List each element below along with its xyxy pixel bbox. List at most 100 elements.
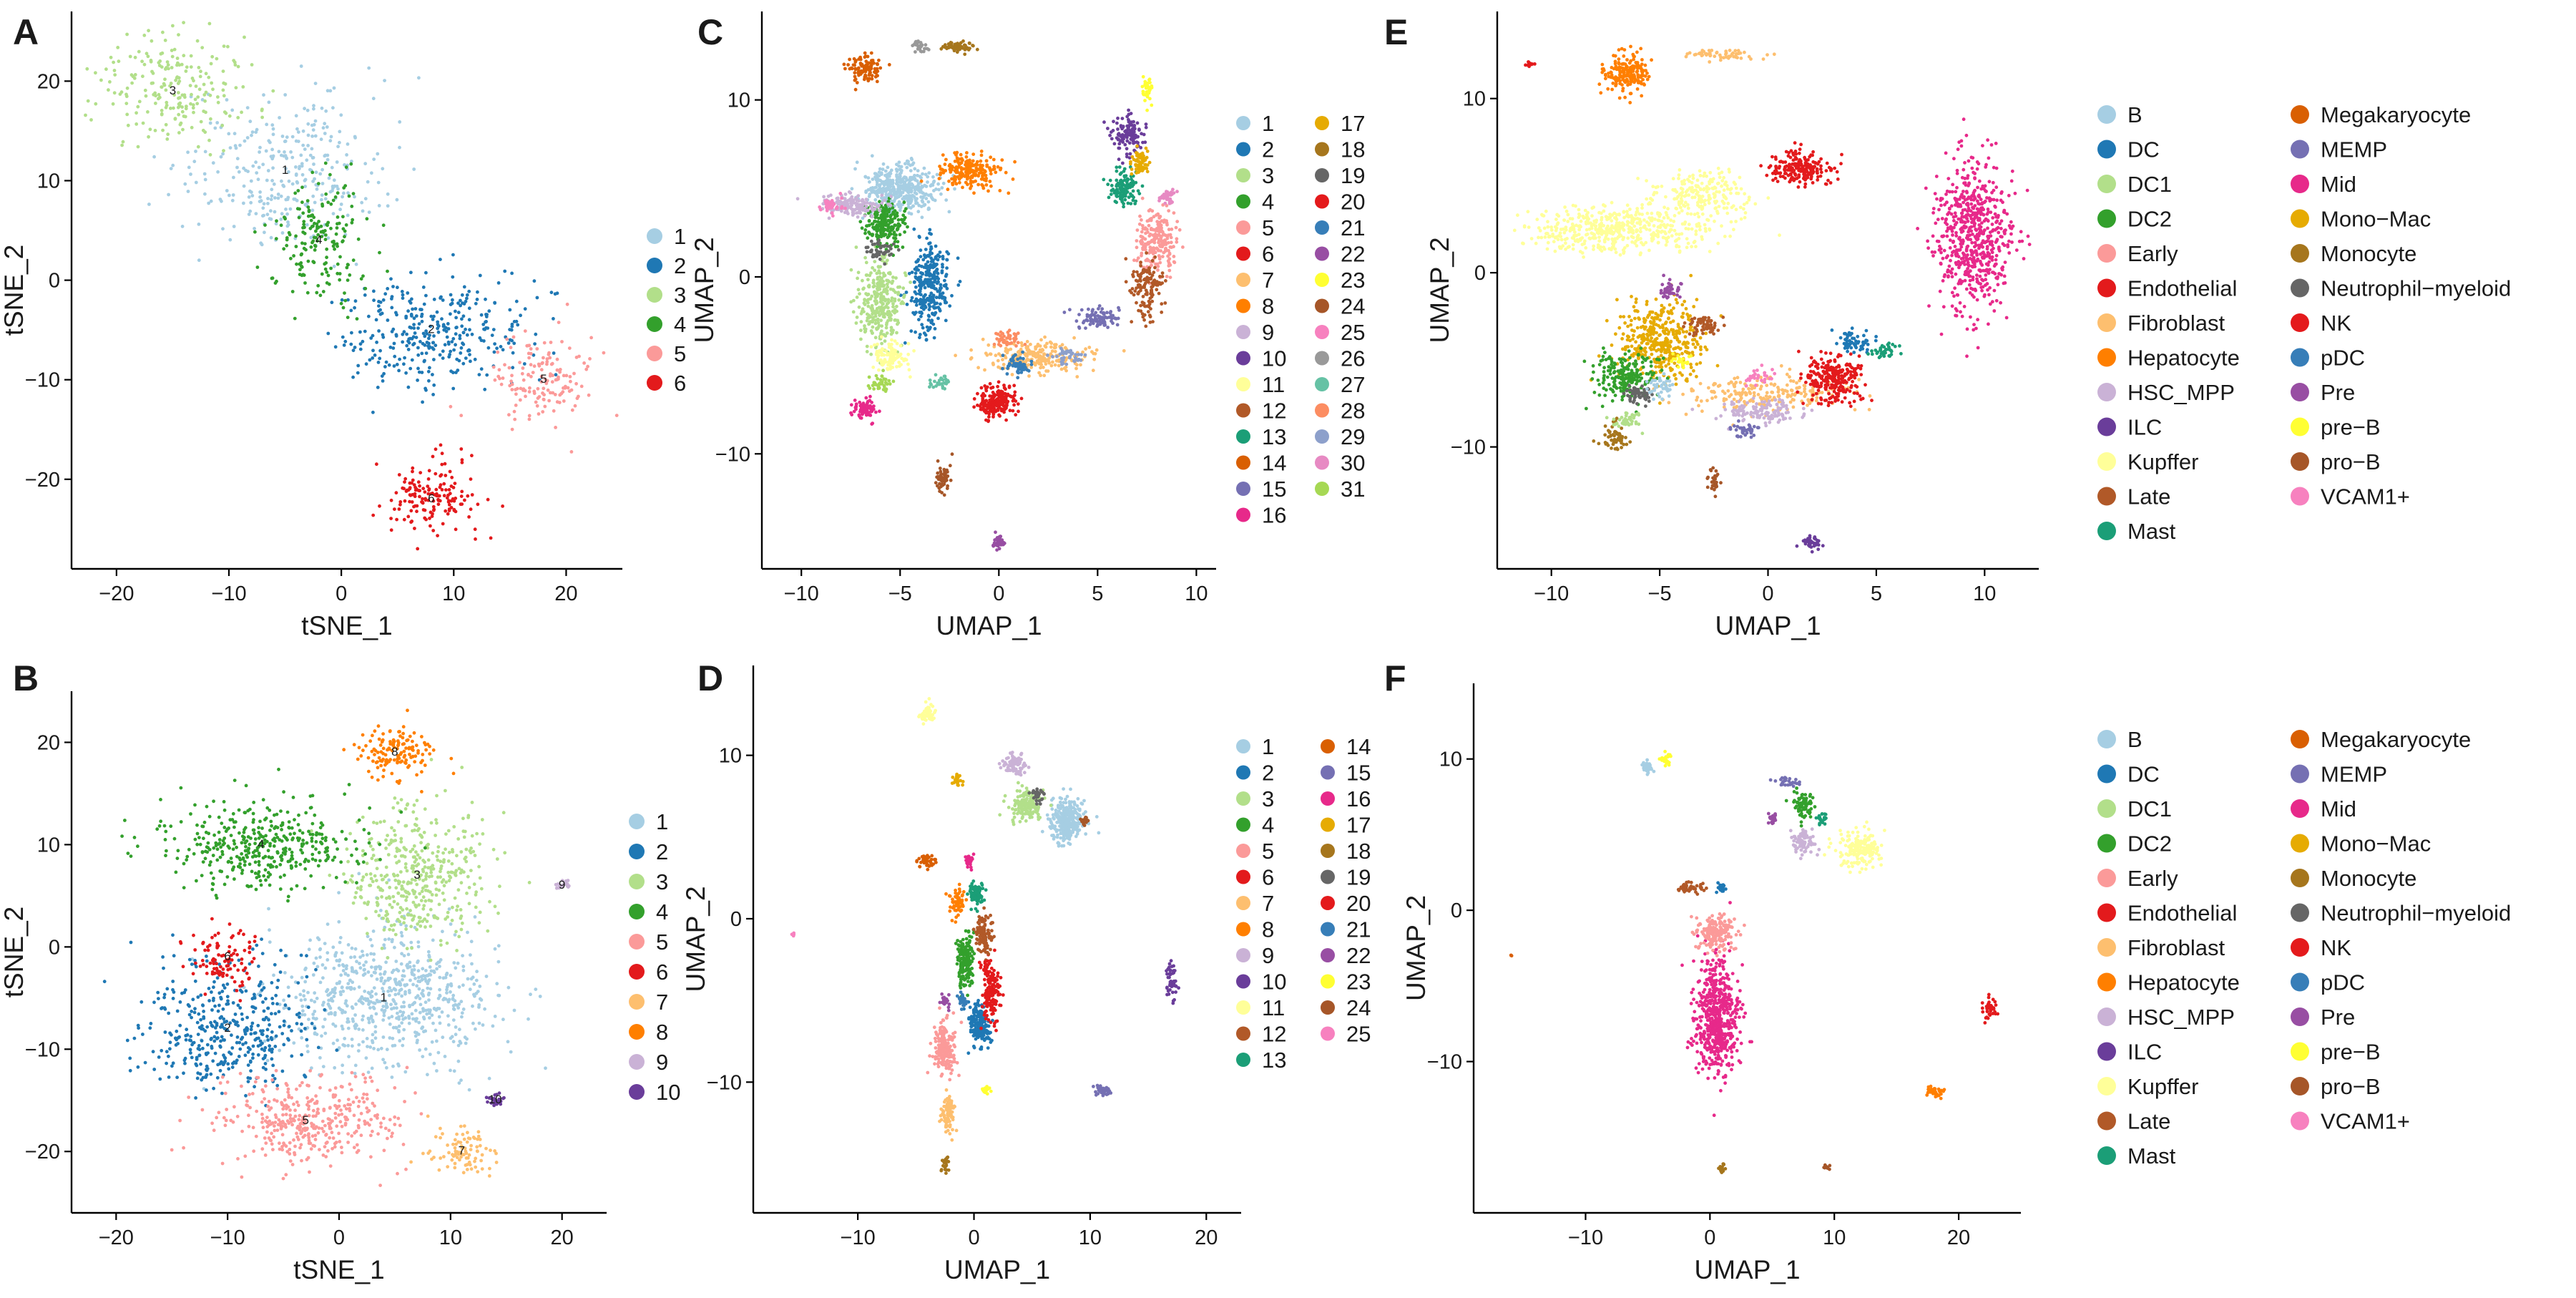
data-point bbox=[393, 988, 398, 992]
data-point bbox=[514, 319, 519, 323]
data-point bbox=[506, 985, 511, 990]
data-point bbox=[203, 150, 207, 154]
legend-item: 3 bbox=[629, 869, 668, 894]
data-point bbox=[276, 978, 280, 982]
data-point bbox=[243, 1154, 248, 1158]
data-point bbox=[257, 965, 260, 968]
data-point bbox=[315, 226, 319, 230]
data-point bbox=[210, 81, 214, 85]
data-point bbox=[421, 886, 425, 890]
data-point bbox=[408, 481, 412, 485]
data-point bbox=[509, 346, 513, 350]
scatter-points bbox=[84, 21, 619, 551]
data-point bbox=[412, 967, 416, 972]
data-point bbox=[264, 997, 268, 1001]
data-point bbox=[897, 200, 901, 204]
data-point bbox=[161, 128, 165, 132]
data-point bbox=[190, 1055, 194, 1060]
data-point bbox=[339, 301, 343, 306]
data-point bbox=[460, 461, 464, 464]
data-point bbox=[464, 356, 468, 360]
data-point bbox=[438, 485, 442, 489]
data-point bbox=[397, 1024, 401, 1028]
data-point bbox=[285, 212, 289, 216]
data-point bbox=[323, 1007, 327, 1012]
data-point bbox=[310, 208, 315, 213]
data-point bbox=[378, 888, 383, 892]
data-point bbox=[460, 458, 464, 462]
data-point bbox=[376, 152, 380, 156]
data-point bbox=[429, 899, 434, 903]
data-point bbox=[439, 473, 444, 477]
data-point bbox=[367, 1018, 371, 1022]
data-point bbox=[375, 977, 379, 981]
data-point bbox=[370, 1066, 374, 1070]
data-point bbox=[411, 864, 414, 868]
data-point bbox=[280, 153, 283, 157]
data-point bbox=[264, 1141, 268, 1145]
data-point bbox=[403, 1100, 406, 1103]
data-point bbox=[258, 190, 262, 194]
data-point bbox=[306, 1005, 310, 1010]
data-point bbox=[941, 265, 944, 269]
data-point bbox=[439, 867, 443, 871]
data-point bbox=[328, 1121, 333, 1125]
data-point bbox=[333, 247, 336, 251]
data-point bbox=[336, 244, 339, 248]
data-point bbox=[324, 192, 328, 196]
data-point bbox=[287, 230, 291, 235]
data-point bbox=[881, 167, 885, 172]
data-point bbox=[472, 882, 476, 887]
legend-swatch bbox=[629, 964, 645, 980]
data-point bbox=[331, 198, 336, 202]
data-point bbox=[421, 400, 424, 404]
data-point bbox=[406, 738, 410, 742]
data-point bbox=[384, 865, 388, 869]
data-point bbox=[408, 978, 412, 982]
data-point bbox=[256, 1075, 260, 1080]
data-point bbox=[298, 167, 301, 171]
data-point bbox=[309, 245, 313, 249]
data-point bbox=[456, 904, 459, 908]
data-point bbox=[257, 165, 261, 170]
data-point bbox=[302, 989, 305, 993]
data-point bbox=[499, 345, 503, 348]
data-point bbox=[353, 1063, 358, 1068]
data-point bbox=[913, 167, 917, 171]
data-point bbox=[376, 180, 381, 185]
data-point bbox=[312, 235, 316, 240]
data-point bbox=[263, 1079, 268, 1083]
data-point bbox=[911, 185, 916, 190]
data-point bbox=[450, 301, 454, 306]
data-point bbox=[501, 1018, 505, 1022]
data-point bbox=[165, 137, 170, 141]
data-point bbox=[382, 972, 386, 976]
data-point bbox=[873, 260, 877, 263]
data-point bbox=[391, 1131, 394, 1136]
data-point bbox=[336, 1038, 339, 1043]
data-point bbox=[383, 979, 387, 983]
data-point bbox=[174, 78, 178, 82]
data-point bbox=[582, 361, 586, 365]
data-point bbox=[248, 1060, 253, 1064]
data-point bbox=[527, 417, 532, 421]
data-point bbox=[200, 874, 204, 877]
data-point bbox=[450, 1158, 454, 1162]
data-point bbox=[418, 916, 422, 919]
data-point bbox=[371, 733, 374, 738]
data-point bbox=[431, 504, 436, 509]
data-point bbox=[209, 117, 212, 121]
data-point bbox=[499, 382, 504, 386]
data-point bbox=[361, 274, 365, 278]
x-tick-label: −10 bbox=[210, 1226, 245, 1249]
data-point bbox=[261, 1018, 265, 1022]
data-point bbox=[475, 831, 479, 836]
data-point bbox=[555, 368, 559, 372]
data-point bbox=[244, 989, 248, 993]
data-point bbox=[358, 966, 363, 970]
data-point bbox=[294, 234, 298, 238]
data-point bbox=[252, 1005, 255, 1009]
data-point bbox=[446, 870, 451, 874]
data-point bbox=[329, 1012, 333, 1015]
data-point bbox=[165, 60, 170, 64]
